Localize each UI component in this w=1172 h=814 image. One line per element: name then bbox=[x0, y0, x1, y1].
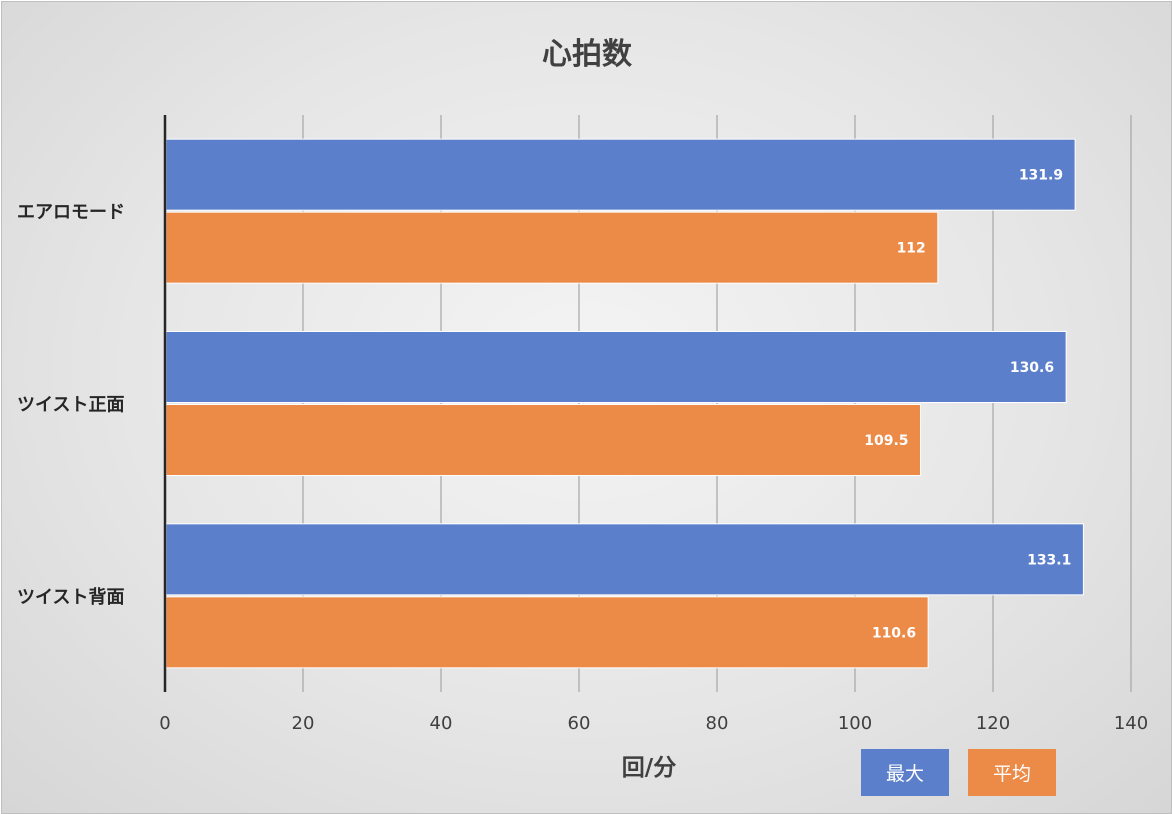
value-tick-labels: 0 20 40 60 80 100 120 140 bbox=[159, 713, 1148, 734]
data-labels: 131.9 112 130.6 109.5 133.1 110.6 bbox=[864, 168, 1071, 642]
legend-swatch bbox=[861, 749, 949, 796]
data-label: 130.6 bbox=[1010, 360, 1054, 376]
category-label: エアロモード bbox=[17, 202, 125, 223]
data-label: 133.1 bbox=[1027, 552, 1071, 568]
data-label: 109.5 bbox=[864, 433, 908, 449]
x-axis-title: 回/分 bbox=[622, 755, 676, 781]
legend-label: 平均 bbox=[993, 763, 1031, 785]
bar-max bbox=[165, 331, 1067, 403]
x-tick-label: 120 bbox=[976, 713, 1010, 734]
x-tick-label: 60 bbox=[568, 713, 591, 734]
legend-label: 最大 bbox=[886, 763, 924, 785]
x-tick-label: 20 bbox=[292, 713, 315, 734]
bar-avg bbox=[165, 404, 922, 476]
bar-avg bbox=[165, 596, 929, 669]
x-tick-label: 40 bbox=[430, 713, 453, 734]
chart-title: 心拍数 bbox=[542, 37, 633, 72]
legend-swatch bbox=[968, 749, 1056, 796]
x-tick-label: 140 bbox=[1114, 713, 1148, 734]
category-label: ツイスト正面 bbox=[17, 395, 124, 416]
bars bbox=[165, 138, 1084, 669]
x-tick-label: 80 bbox=[706, 713, 729, 734]
x-tick-label: 0 bbox=[159, 713, 170, 734]
category-label: ツイスト背面 bbox=[17, 586, 124, 608]
bar-max bbox=[165, 138, 1076, 211]
data-label: 131.9 bbox=[1019, 168, 1063, 184]
bar-max bbox=[165, 523, 1084, 596]
bar-avg bbox=[165, 211, 939, 284]
x-tick-label: 100 bbox=[838, 713, 872, 734]
data-label: 110.6 bbox=[872, 625, 916, 641]
legend: 最大 平均 bbox=[861, 749, 1056, 796]
data-label: 112 bbox=[897, 241, 926, 257]
gridlines bbox=[302, 115, 1132, 692]
